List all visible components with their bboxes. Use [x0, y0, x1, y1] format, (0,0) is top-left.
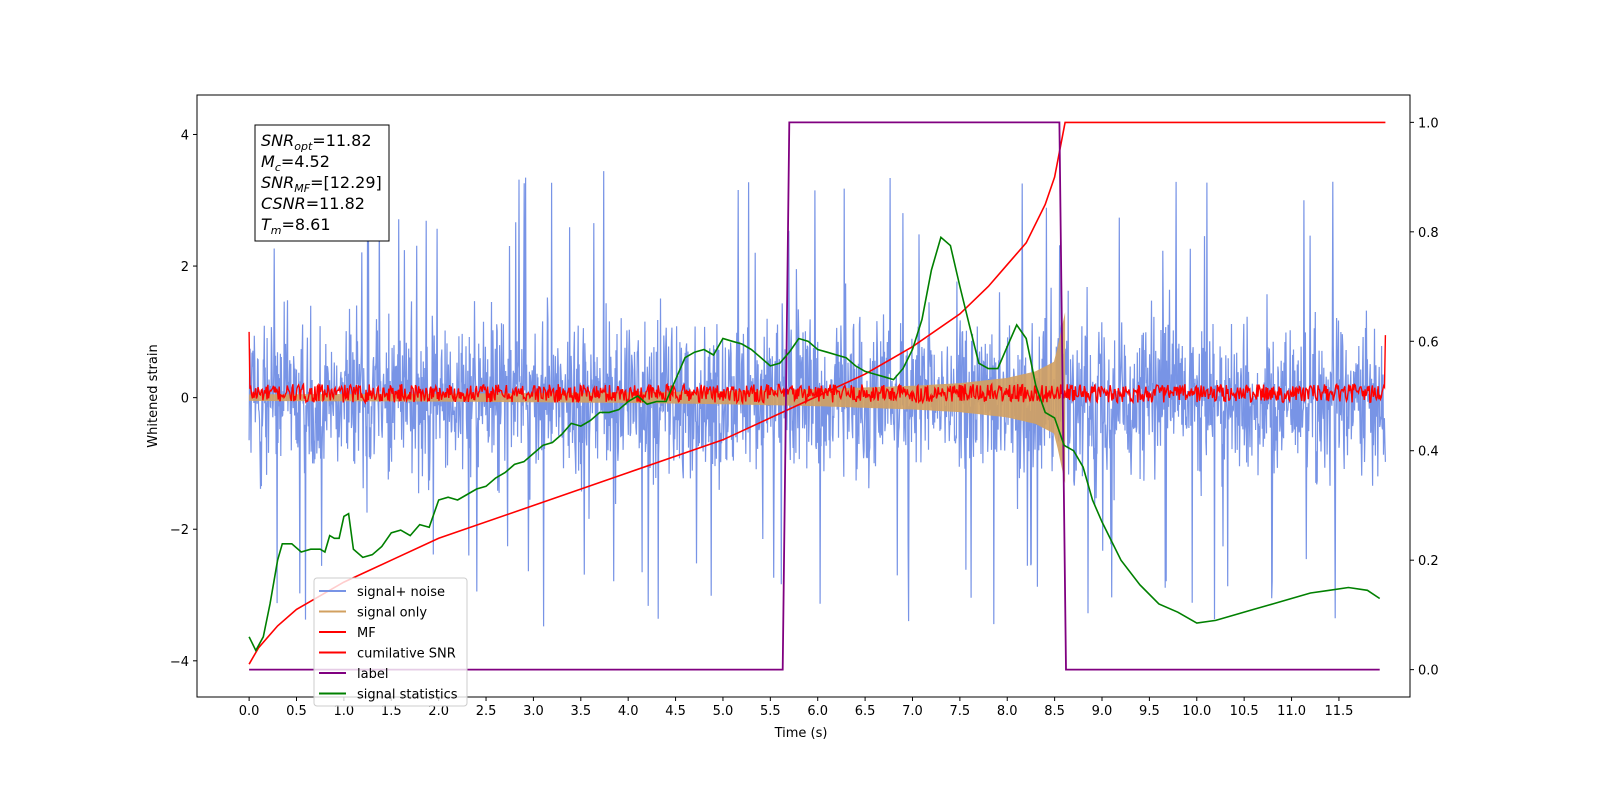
annotation-tm: Tm=8.61: [261, 215, 331, 237]
x-tick-label: 0.5: [286, 704, 307, 719]
x-tick-label: 0.0: [239, 704, 260, 719]
y-right-tick-label: 0.0: [1418, 664, 1439, 679]
x-tick-label: 2.5: [476, 704, 497, 719]
x-axis-label: Time (s): [774, 726, 828, 741]
series-label: [249, 121, 1380, 671]
y-axis-label: Whitened strain: [146, 344, 161, 447]
x-tick-label: 1.0: [334, 704, 355, 719]
legend-entry-label: signal only: [357, 606, 427, 621]
legend-entry-label: cumilative SNR: [357, 647, 456, 662]
legend-entry-label: signal+ noise: [357, 585, 445, 600]
x-tick-label: 8.5: [1044, 704, 1065, 719]
y-left-tick-label: 2: [181, 260, 189, 275]
x-axis: 0.0 0.5 1.0 1.5 2.0 2.5 3.0 3.5 4.0 4.5 5.0 5.5 6.0 6…: [239, 697, 1353, 719]
x-tick-label: 5.5: [760, 704, 781, 719]
y-right-tick-label: 0.2: [1418, 554, 1439, 569]
legend-entry-label: signal statistics: [357, 688, 458, 703]
series-signal-noise: [248, 171, 1386, 627]
x-tick-label: 4.0: [618, 704, 639, 719]
annotation-box: SNRopt=11.82 Mc=4.52 SNRMF=[12.29] CSNR=…: [254, 124, 390, 242]
legend: signal+ noise signal only MF cumilative SNR…: [313, 577, 468, 707]
x-tick-label: 3.0: [523, 704, 544, 719]
y-axis-left: −4 −2 0 2 4: [170, 128, 197, 670]
legend-entry-label: label: [357, 667, 388, 682]
x-tick-label: 9.0: [1092, 704, 1113, 719]
y-left-tick-label: 0: [181, 392, 189, 407]
y-left-tick-label: −2: [170, 523, 189, 538]
x-tick-label: 2.0: [428, 704, 449, 719]
x-tick-label: 7.5: [950, 704, 971, 719]
x-tick-label: 6.5: [855, 704, 876, 719]
x-tick-label: 10.0: [1182, 704, 1211, 719]
x-tick-label: 10.5: [1230, 704, 1259, 719]
x-tick-label: 11.0: [1277, 704, 1306, 719]
x-tick-label: 1.5: [381, 704, 402, 719]
x-tick-label: 6.0: [807, 704, 828, 719]
x-tick-label: 7.0: [902, 704, 923, 719]
y-axis-right: 0.0 0.2 0.4 0.6 0.8 1.0: [1410, 116, 1439, 679]
y-right-tick-label: 0.4: [1418, 445, 1439, 460]
annotation-snr-mf: SNRMF=[12.29]: [261, 173, 382, 195]
y-left-tick-label: 4: [181, 128, 189, 143]
x-tick-label: 3.5: [570, 704, 591, 719]
series-mf: [248, 331, 1387, 406]
legend-entry-label: MF: [357, 626, 376, 641]
annotation-snr-opt: SNRopt=11.82: [261, 131, 372, 153]
x-tick-label: 8.0: [997, 704, 1018, 719]
x-tick-label: 11.5: [1324, 704, 1353, 719]
y-right-tick-label: 0.8: [1418, 226, 1439, 241]
annotation-mc: Mc=4.52: [261, 152, 330, 174]
series-signal-statistics: [248, 235, 1381, 653]
plot-frame: [196, 94, 1411, 698]
x-tick-label: 4.5: [665, 704, 686, 719]
x-tick-label: 5.0: [713, 704, 734, 719]
annotation-csnr: CSNR=11.82: [261, 194, 365, 213]
y-right-tick-label: 0.6: [1418, 335, 1439, 350]
y-left-tick-label: −4: [170, 655, 189, 670]
y-right-tick-label: 1.0: [1418, 116, 1439, 131]
x-tick-label: 9.5: [1139, 704, 1160, 719]
